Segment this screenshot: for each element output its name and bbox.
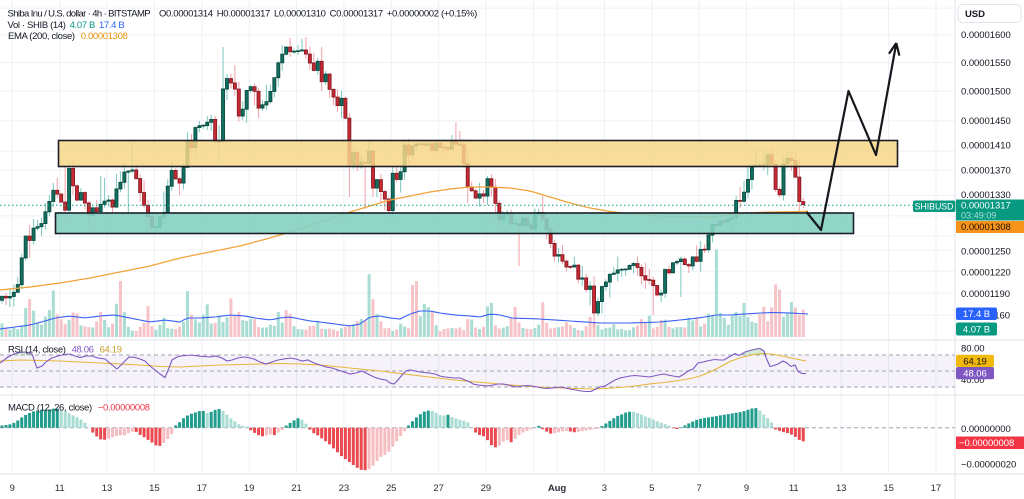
svg-text:0.00000000: 0.00000000: [961, 424, 1011, 435]
svg-text:−0.00000020: −0.00000020: [961, 459, 1016, 470]
svg-text:0.00001600: 0.00001600: [961, 30, 1011, 41]
svg-text:9: 9: [744, 483, 749, 494]
svg-text:40.00: 40.00: [961, 375, 985, 386]
svg-text:0.00001500: 0.00001500: [961, 86, 1011, 97]
svg-text:21: 21: [291, 483, 301, 494]
svg-text:15: 15: [883, 483, 893, 494]
svg-text:19: 19: [244, 483, 254, 494]
svg-text:7: 7: [696, 483, 701, 494]
svg-text:4.07 B: 4.07 B: [963, 324, 990, 335]
svg-text:13: 13: [836, 483, 846, 494]
svg-text:03:49:09: 03:49:09: [961, 211, 996, 221]
svg-text:0.00001220: 0.00001220: [961, 267, 1011, 278]
svg-text:0.00001308: 0.00001308: [961, 222, 1011, 233]
svg-text:Shiba Inu / U.S. dollar · 4h ·: Shiba Inu / U.S. dollar · 4h · BITSTAMP: [8, 9, 151, 20]
svg-text:11: 11: [789, 483, 799, 494]
svg-text:17.4 B: 17.4 B: [963, 309, 990, 320]
svg-text:EMA (200, close)0.00001308: EMA (200, close) 0.00001308: [8, 31, 128, 42]
svg-text:0.00001410: 0.00001410: [961, 140, 1011, 151]
svg-text:80.00: 80.00: [961, 344, 985, 355]
svg-text:0.00001330: 0.00001330: [961, 190, 1011, 201]
svg-text:29: 29: [481, 483, 491, 494]
svg-text:−0.00000008: −0.00000008: [959, 438, 1014, 449]
svg-text:9: 9: [10, 483, 15, 494]
svg-text:17: 17: [931, 483, 941, 494]
svg-text:25: 25: [386, 483, 396, 494]
svg-text:11: 11: [55, 483, 65, 494]
svg-text:64.19: 64.19: [963, 356, 987, 367]
svg-text:13: 13: [102, 483, 112, 494]
svg-text:23: 23: [339, 483, 349, 494]
svg-text:15: 15: [149, 483, 159, 494]
svg-text:3: 3: [602, 483, 607, 494]
svg-text:Aug: Aug: [548, 483, 567, 494]
svg-text:Vol · SHIB (14)4.07 B17.4 B: Vol · SHIB (14) 4.07 B 17.4 B: [8, 20, 125, 31]
svg-text:48.06: 48.06: [963, 369, 987, 380]
svg-text:0.00001450: 0.00001450: [961, 116, 1011, 127]
svg-text:0.00001370: 0.00001370: [961, 166, 1011, 177]
svg-text:17: 17: [197, 483, 207, 494]
svg-text:27: 27: [433, 483, 443, 494]
svg-text:MACD (12, 26, close)−0.0000000: MACD (12, 26, close) −0.00000008: [8, 403, 150, 414]
svg-text:5: 5: [649, 483, 654, 494]
svg-text:0.00001250: 0.00001250: [961, 246, 1011, 257]
svg-text:0.00001550: 0.00001550: [961, 58, 1011, 69]
svg-text:USD: USD: [965, 9, 985, 20]
svg-text:SHIBUSD: SHIBUSD: [915, 201, 954, 211]
svg-text:0.00001190: 0.00001190: [961, 289, 1010, 300]
svg-text:0.00001317: 0.00001317: [961, 200, 1011, 211]
